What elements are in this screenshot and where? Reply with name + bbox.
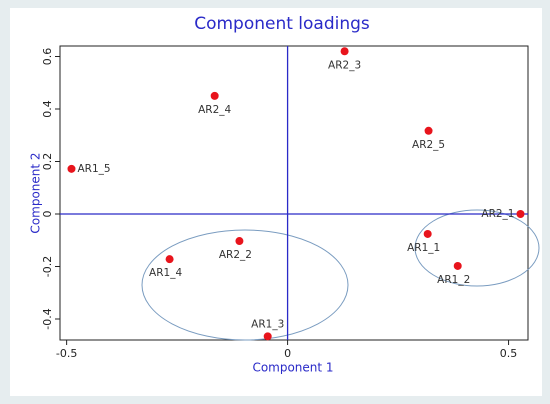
point-label: AR2_4 (198, 104, 231, 116)
point (453, 261, 462, 270)
point (424, 126, 433, 135)
point (165, 255, 174, 264)
point (516, 210, 525, 218)
y-tick-label: 0.6 (41, 48, 54, 66)
point (67, 164, 76, 173)
x-tick-label: 0.5 (500, 347, 518, 360)
point-label: AR1_3 (251, 318, 284, 330)
point-label: AR2_5 (412, 139, 445, 151)
point (210, 91, 219, 100)
point (340, 47, 349, 56)
group-ellipse (414, 209, 540, 287)
y-tick-label: 0.2 (41, 153, 54, 171)
point (235, 237, 244, 246)
group-ellipse (141, 229, 349, 341)
y-axis-label: Component 2 (29, 152, 43, 233)
point-label: AR1_4 (149, 267, 182, 279)
point-label: AR1_1 (407, 242, 440, 254)
plot-area (59, 45, 529, 341)
point-label: AR1_5 (77, 163, 110, 175)
x-axis-label: Component 1 (252, 361, 333, 375)
point-label: AR2_3 (328, 59, 361, 71)
x-tick-label: -0.5 (56, 347, 77, 360)
x-tick-label: 0 (284, 347, 291, 360)
y-tick-label: -0.2 (41, 256, 54, 277)
chart-title: Component loadings (194, 14, 370, 34)
y-tick-label: 0.4 (41, 100, 54, 118)
point (423, 229, 432, 238)
y-tick-label: 0 (41, 211, 54, 218)
point (263, 332, 272, 341)
y-tick-label: -0.4 (41, 308, 54, 329)
point-label: AR2_1 (481, 208, 514, 220)
point-label: AR1_2 (437, 274, 470, 286)
point-label: AR2_2 (219, 249, 252, 261)
